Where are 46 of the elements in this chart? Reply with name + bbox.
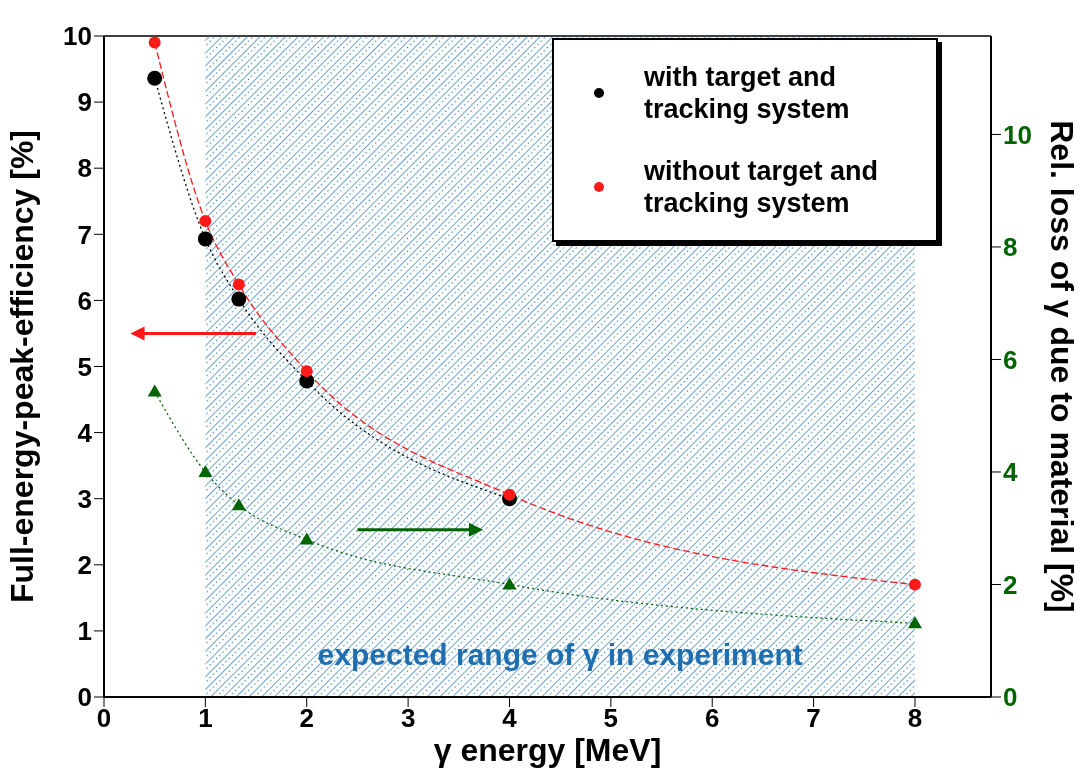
- y2-tick-label: 0: [1003, 682, 1018, 713]
- legend-label: without target and tracking system: [644, 155, 879, 219]
- point: [231, 291, 247, 307]
- y2-axis-title: Rel. loss of γ due to material [%]: [1043, 120, 1080, 613]
- x-tick-label: 8: [907, 703, 923, 734]
- point: [198, 464, 213, 477]
- point: [907, 616, 922, 629]
- y-tick-label: 8: [77, 153, 92, 184]
- point: [148, 36, 161, 49]
- y2-tick-label: 8: [1003, 232, 1018, 263]
- x-tick-label: 7: [806, 703, 821, 734]
- y2-tick-label: 4: [1003, 457, 1018, 488]
- x-tick-label: 4: [502, 703, 518, 734]
- point: [199, 215, 212, 228]
- legend-label: with target and tracking system: [644, 61, 851, 125]
- y-tick-label: 5: [77, 351, 92, 382]
- y-tick-label: 2: [77, 550, 92, 581]
- y-tick-label: 0: [77, 682, 92, 713]
- y-tick-label: 1: [77, 616, 92, 647]
- y-tick-label: 10: [63, 21, 92, 52]
- point: [147, 384, 162, 397]
- x-tick-label: 5: [603, 703, 619, 734]
- point: [908, 578, 921, 591]
- point: [147, 70, 163, 86]
- y-tick-label: 6: [77, 285, 92, 316]
- y-axis-title: Full-energy-peak-efficiency [%]: [4, 130, 41, 603]
- point: [299, 532, 314, 545]
- point: [197, 231, 213, 247]
- y-tick-label: 3: [77, 483, 92, 514]
- y2-tick-label: 6: [1003, 344, 1018, 375]
- point: [502, 577, 517, 590]
- y2-tick-label: 10: [1003, 119, 1032, 150]
- y-tick-label: 7: [77, 219, 92, 250]
- x-axis-title: γ energy [MeV]: [433, 732, 662, 768]
- point: [232, 278, 245, 291]
- point: [300, 365, 313, 378]
- point: [231, 498, 246, 511]
- y2-tick-label: 2: [1003, 569, 1018, 600]
- y-tick-label: 4: [77, 417, 93, 448]
- y-tick-label: 9: [77, 87, 92, 118]
- x-tick-label: 1: [198, 703, 213, 734]
- x-tick-label: 3: [400, 703, 416, 734]
- x-tick-label: 0: [96, 703, 112, 734]
- x-tick-label: 2: [299, 703, 314, 734]
- x-tick-label: 6: [704, 703, 720, 734]
- point: [503, 488, 516, 501]
